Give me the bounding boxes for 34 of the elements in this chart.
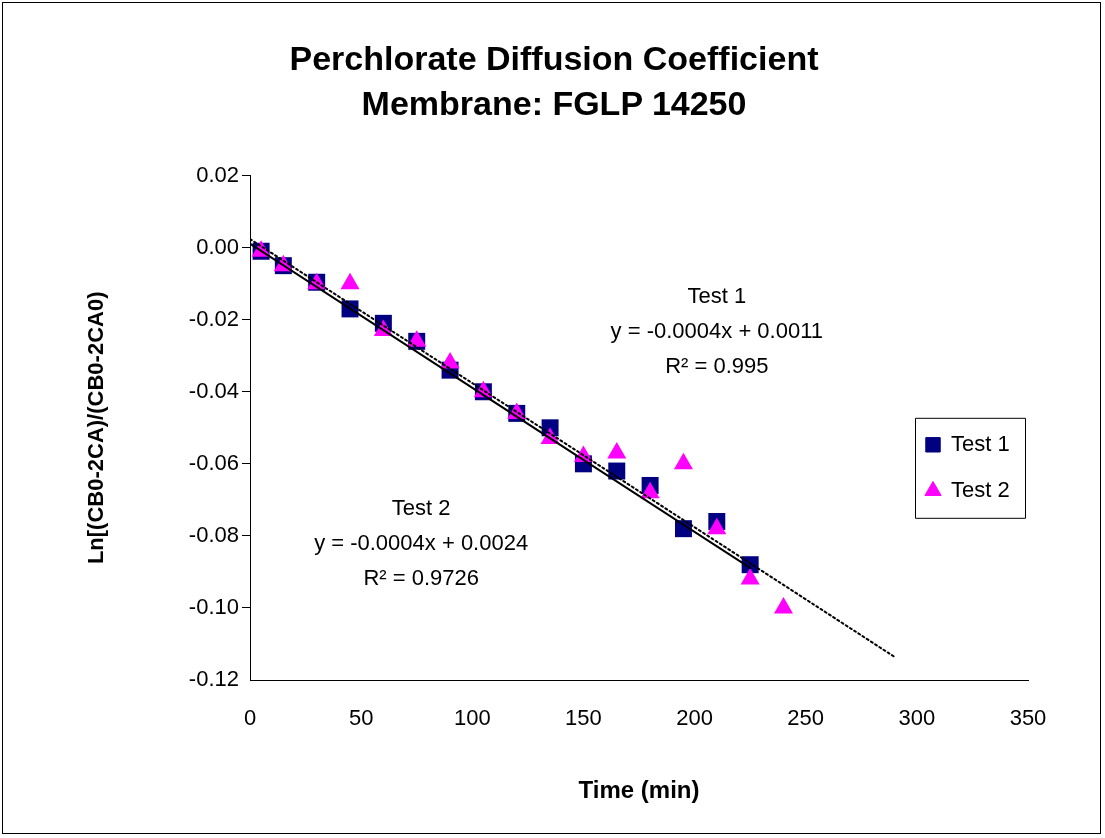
point: [740, 568, 760, 585]
annotation: R² = 0.9726: [363, 565, 479, 591]
point: [673, 452, 693, 470]
x-tick-label: 100: [453, 705, 491, 731]
legend-label: Test 2: [951, 476, 1010, 502]
y-tick-label: 0.00: [196, 233, 239, 259]
y-tick-label: -0.10: [188, 594, 239, 620]
y-tick-label: -0.12: [188, 666, 239, 692]
x-tick-label: 200: [676, 705, 713, 731]
legend-label: Test 1: [951, 430, 1010, 456]
point: [773, 596, 794, 614]
x-axis-title: Time (min): [578, 776, 700, 804]
y-axis-title: Ln[(CB0-2CA)/(CB0-2CA0): [83, 291, 109, 565]
y-tick-label: -0.04: [188, 377, 239, 403]
annotation: R² = 0.995: [665, 353, 769, 379]
x-tick-label: 0: [243, 705, 257, 731]
x-tick-label: 250: [787, 705, 825, 731]
y-tick-label: -0.02: [188, 305, 239, 331]
point: [340, 272, 360, 290]
chart-subtitle: Membrane: FGLP 14250: [361, 83, 747, 122]
annotation: Test 2: [391, 494, 451, 520]
y-tick-label: -0.06: [188, 449, 239, 475]
x-tick-label: 300: [898, 705, 936, 731]
annotation: Test 1: [687, 282, 747, 308]
annotation: y = -0.0004x + 0.0024: [314, 529, 529, 555]
x-tick-label: 350: [1009, 705, 1047, 731]
y-tick-label: 0.02: [196, 161, 239, 187]
y-tick-label: -0.08: [188, 521, 239, 547]
point: [707, 517, 727, 535]
x-tick-label: 150: [565, 705, 602, 731]
point: [607, 442, 627, 459]
annotation: y = -0.0004x + 0.0011: [610, 318, 824, 344]
chart-title: Perchlorate Diffusion Coefficient: [289, 38, 819, 77]
x-tick-label: 50: [348, 705, 374, 731]
